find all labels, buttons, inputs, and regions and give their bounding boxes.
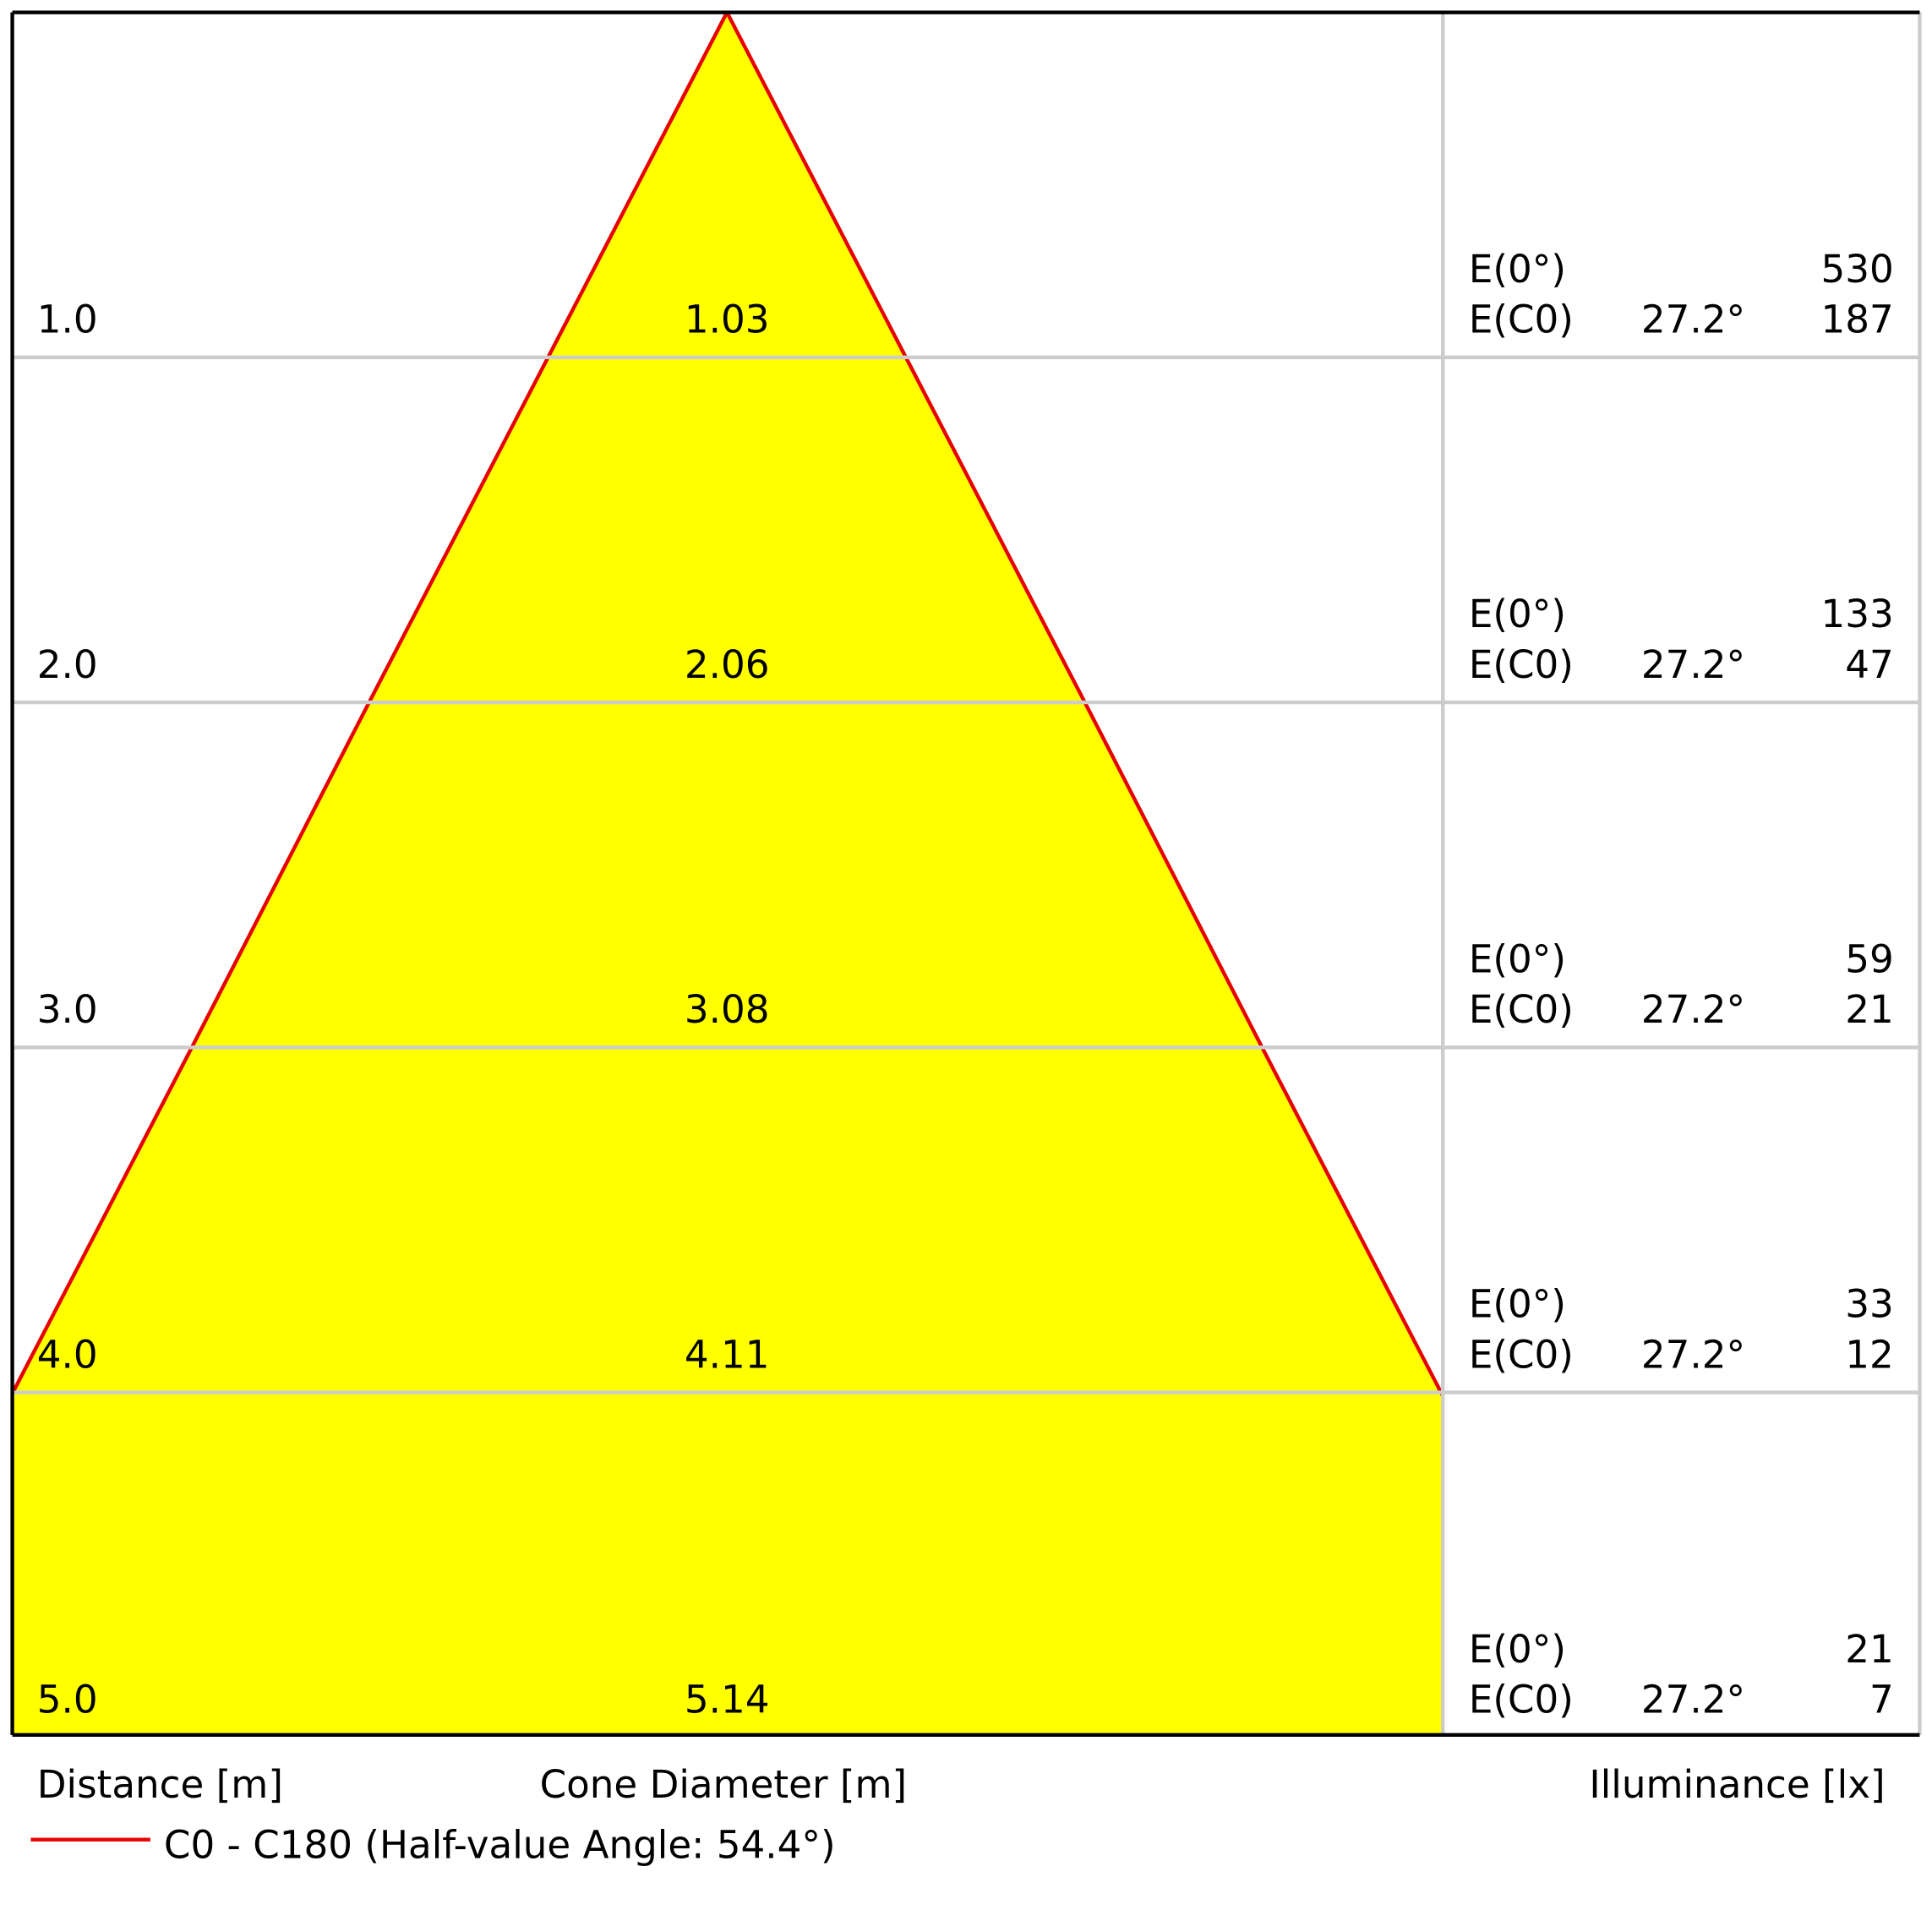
e0-name: E(0°) xyxy=(1469,936,1566,981)
distance-label: 3.0 xyxy=(37,987,98,1032)
e0-value: 59 xyxy=(1845,936,1894,981)
y-axis-label: Distance [m] xyxy=(37,1762,283,1807)
ec0-name: E(C0) xyxy=(1469,987,1574,1032)
cone-area xyxy=(12,12,1444,1735)
cone-edge-right xyxy=(725,12,1444,1400)
ec0-name: E(C0) xyxy=(1469,297,1574,342)
diameter-label: 2.06 xyxy=(685,642,770,687)
ec0-angle: 27.2° xyxy=(1641,1678,1745,1722)
e0-name: E(0°) xyxy=(1469,247,1566,292)
cone-edge-left xyxy=(12,12,729,1398)
e0-value: 21 xyxy=(1845,1627,1894,1672)
distance-label: 5.0 xyxy=(37,1678,98,1722)
e0-name: E(0°) xyxy=(1469,1627,1566,1672)
ec0-value: 7 xyxy=(1869,1678,1894,1722)
e0-name: E(0°) xyxy=(1469,1282,1566,1327)
ec0-angle: 27.2° xyxy=(1641,1332,1745,1377)
ec0-angle: 27.2° xyxy=(1641,642,1745,687)
ec0-value: 187 xyxy=(1821,297,1894,342)
ec0-angle: 27.2° xyxy=(1641,297,1745,342)
distance-label: 2.0 xyxy=(37,642,98,687)
ec0-name: E(C0) xyxy=(1469,642,1574,687)
labels: 1.0 1.03 E(0°) 530 E(C0) 27.2° 187 2.0 2.06 E(0°)… xyxy=(37,247,1894,1722)
legend-label: C0 - C180 (Half-value Angle: 54.4°) xyxy=(164,1823,836,1868)
e0-name: E(0°) xyxy=(1469,592,1566,636)
diameter-label: 1.03 xyxy=(685,297,770,342)
diameter-label: 4.11 xyxy=(685,1332,770,1377)
frame xyxy=(10,10,1922,1738)
ec0-value: 47 xyxy=(1845,642,1894,687)
ec0-value: 12 xyxy=(1845,1332,1894,1377)
e0-value: 133 xyxy=(1821,592,1894,636)
e0-value: 33 xyxy=(1845,1282,1894,1327)
diameter-label: 3.08 xyxy=(685,987,770,1032)
distance-label: 1.0 xyxy=(37,297,98,342)
distance-label: 4.0 xyxy=(37,1332,98,1377)
ec0-name: E(C0) xyxy=(1469,1332,1574,1377)
cone-fill xyxy=(12,12,1444,1735)
grid xyxy=(12,355,1920,1394)
diameter-label: 5.14 xyxy=(685,1678,770,1722)
table-label: Illuminance [lx] xyxy=(1589,1762,1885,1807)
e0-value: 530 xyxy=(1821,247,1894,292)
ec0-value: 21 xyxy=(1845,987,1894,1032)
ec0-angle: 27.2° xyxy=(1641,987,1745,1032)
ec0-name: E(C0) xyxy=(1469,1678,1574,1722)
x-axis-label: Cone Diameter [m] xyxy=(540,1762,908,1807)
